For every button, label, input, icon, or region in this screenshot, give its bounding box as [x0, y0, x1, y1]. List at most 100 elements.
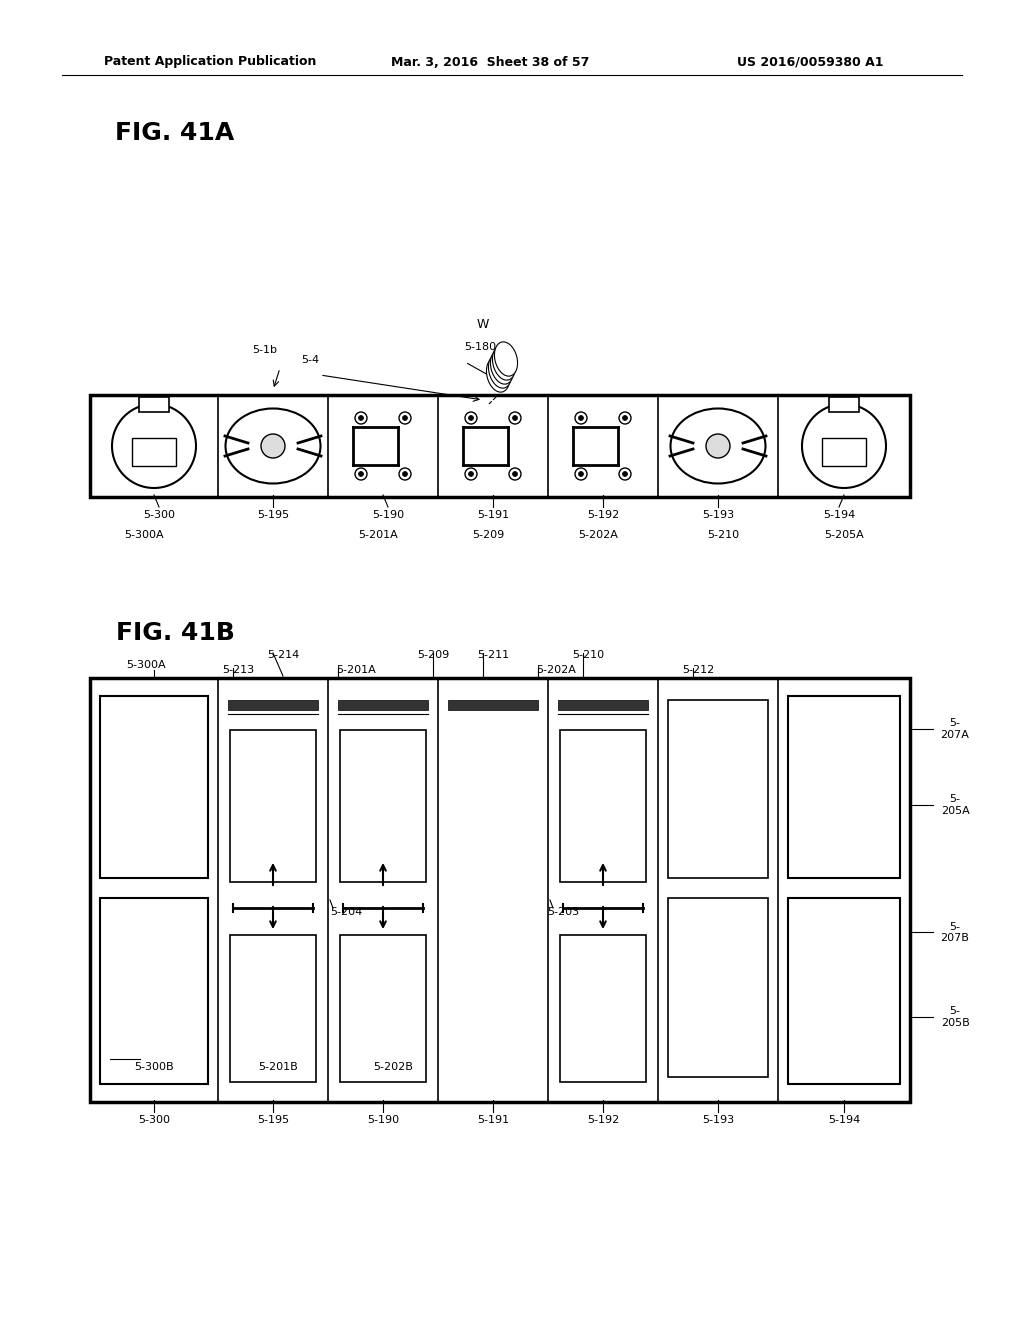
Circle shape: [512, 471, 517, 477]
Circle shape: [465, 412, 477, 424]
Text: 5-212: 5-212: [682, 665, 714, 675]
Circle shape: [399, 412, 411, 424]
Text: 5-204: 5-204: [330, 907, 362, 917]
Circle shape: [402, 416, 408, 421]
Circle shape: [469, 471, 473, 477]
Bar: [340, 730, 426, 882]
Text: 5-300A: 5-300A: [124, 531, 164, 540]
Text: 5-190: 5-190: [372, 510, 404, 520]
Text: 5-
205B: 5- 205B: [941, 1006, 970, 1028]
Text: US 2016/0059380 A1: US 2016/0059380 A1: [736, 55, 884, 69]
Circle shape: [618, 469, 631, 480]
Bar: [90, 678, 910, 1102]
Bar: [338, 700, 428, 710]
Text: 5-191: 5-191: [477, 510, 509, 520]
Circle shape: [802, 404, 886, 488]
Text: 5-194: 5-194: [823, 510, 855, 520]
Bar: [100, 898, 208, 1084]
Ellipse shape: [225, 408, 321, 483]
Ellipse shape: [490, 350, 514, 384]
Circle shape: [358, 471, 364, 477]
Circle shape: [261, 434, 285, 458]
Text: FIG. 41A: FIG. 41A: [116, 121, 234, 145]
Bar: [788, 696, 900, 878]
Text: 5-194: 5-194: [827, 1115, 860, 1125]
Text: 5-300: 5-300: [138, 1115, 170, 1125]
Text: 5-210: 5-210: [707, 531, 739, 540]
Circle shape: [469, 416, 473, 421]
Bar: [100, 696, 208, 878]
Text: 5-202A: 5-202A: [579, 531, 617, 540]
Bar: [449, 700, 538, 710]
Text: 5-193: 5-193: [701, 510, 734, 520]
Bar: [228, 700, 318, 710]
Text: 5-1b: 5-1b: [253, 345, 278, 355]
Ellipse shape: [493, 346, 515, 380]
Text: 5-209: 5-209: [417, 649, 450, 660]
Circle shape: [355, 412, 367, 424]
Circle shape: [623, 416, 628, 421]
Text: 5-192: 5-192: [587, 510, 620, 520]
Bar: [829, 397, 859, 412]
Text: 5-209: 5-209: [472, 531, 504, 540]
Circle shape: [355, 469, 367, 480]
Text: 5-195: 5-195: [257, 1115, 289, 1125]
Text: 5-201A: 5-201A: [336, 665, 376, 675]
Circle shape: [509, 412, 521, 424]
Text: 5-300A: 5-300A: [126, 660, 166, 671]
Text: 5-201B: 5-201B: [258, 1063, 298, 1072]
Text: 5-
207A: 5- 207A: [941, 718, 970, 739]
Bar: [668, 700, 768, 878]
Circle shape: [706, 434, 730, 458]
Circle shape: [399, 469, 411, 480]
Circle shape: [575, 469, 587, 480]
Text: 5-202B: 5-202B: [373, 1063, 413, 1072]
Circle shape: [623, 471, 628, 477]
Bar: [560, 935, 646, 1082]
Text: 5-190: 5-190: [367, 1115, 399, 1125]
Circle shape: [575, 412, 587, 424]
Bar: [230, 935, 316, 1082]
Text: 5-4: 5-4: [301, 355, 319, 366]
Text: 5-214: 5-214: [267, 649, 299, 660]
Text: 5-205A: 5-205A: [824, 531, 864, 540]
Circle shape: [358, 416, 364, 421]
Text: 5-300B: 5-300B: [134, 1063, 174, 1072]
Text: 5-191: 5-191: [477, 1115, 509, 1125]
Bar: [788, 898, 900, 1084]
Bar: [558, 700, 648, 710]
Circle shape: [465, 469, 477, 480]
Text: FIG. 41B: FIG. 41B: [116, 620, 234, 645]
Circle shape: [509, 469, 521, 480]
Ellipse shape: [671, 408, 766, 483]
Text: 5-202A: 5-202A: [536, 665, 575, 675]
Bar: [560, 730, 646, 882]
Circle shape: [402, 471, 408, 477]
Bar: [822, 438, 866, 466]
Circle shape: [618, 412, 631, 424]
Text: W: W: [477, 318, 489, 331]
Bar: [132, 438, 176, 466]
Text: 5-210: 5-210: [572, 649, 604, 660]
Bar: [90, 395, 910, 498]
Text: 5-
207B: 5- 207B: [941, 921, 970, 944]
Text: 5-
205A: 5- 205A: [941, 795, 970, 816]
Ellipse shape: [488, 354, 512, 388]
Text: 5-213: 5-213: [222, 665, 254, 675]
Circle shape: [579, 416, 584, 421]
Circle shape: [579, 471, 584, 477]
Text: Patent Application Publication: Patent Application Publication: [103, 55, 316, 69]
Text: Mar. 3, 2016  Sheet 38 of 57: Mar. 3, 2016 Sheet 38 of 57: [391, 55, 589, 69]
Circle shape: [512, 416, 517, 421]
Ellipse shape: [486, 358, 510, 392]
Bar: [139, 397, 169, 412]
Circle shape: [112, 404, 196, 488]
Bar: [230, 730, 316, 882]
Bar: [340, 935, 426, 1082]
Text: 5-195: 5-195: [257, 510, 289, 520]
Bar: [668, 898, 768, 1077]
Text: 5-180: 5-180: [464, 342, 496, 352]
Text: 5-211: 5-211: [477, 649, 509, 660]
Text: 5-203: 5-203: [547, 907, 579, 917]
Text: 5-300: 5-300: [143, 510, 175, 520]
